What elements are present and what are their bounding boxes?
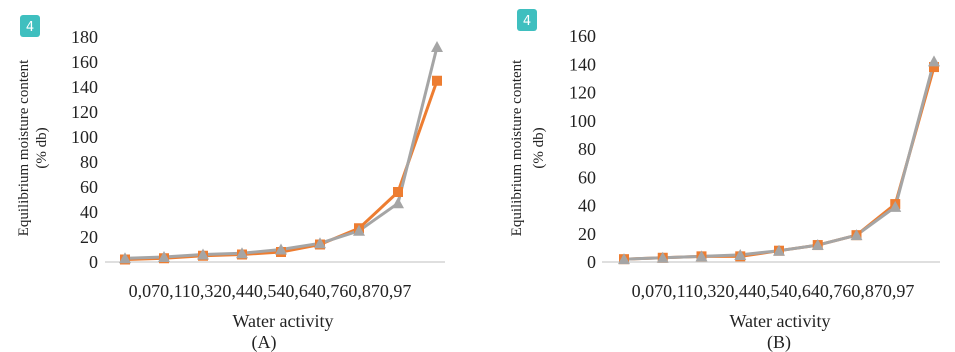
y-tick-label: 0 (89, 252, 98, 272)
data-point-triangle (275, 243, 287, 255)
x-axis-label: Water activity (232, 311, 333, 331)
y-axis-label: Equilibrium moisture content (509, 59, 525, 236)
data-point-triangle (353, 224, 365, 236)
y-tick-label: 160 (71, 52, 98, 72)
data-point-triangle (656, 251, 669, 263)
chart-panel-b: 4 Equilibrium moisture content (% db) 0 2… (509, 9, 940, 352)
y-axis-label-unit: (% db) (531, 127, 547, 168)
data-point-triangle (695, 250, 708, 262)
data-point-triangle (928, 55, 940, 67)
data-point-triangle (431, 41, 443, 52)
y-tick-label: 20 (80, 227, 98, 247)
data-point-square (432, 75, 442, 86)
data-point-triangle (889, 200, 902, 212)
data-point-triangle (236, 247, 248, 259)
badge (20, 15, 40, 37)
y-tick-label: 100 (71, 127, 98, 147)
data-point-square (393, 187, 403, 197)
y-tick-label: 120 (569, 83, 596, 103)
series-line-1 (124, 80, 439, 261)
panel-label: (B) (767, 332, 791, 352)
series-line-1 (623, 66, 936, 261)
data-point-triangle (392, 197, 404, 209)
data-point-triangle (618, 253, 630, 265)
series-line-2 (124, 46, 439, 260)
badge-text: 4 (26, 20, 34, 35)
data-point-triangle (119, 252, 131, 264)
data-point-triangle (850, 229, 863, 241)
series-group (119, 41, 443, 265)
data-point-triangle (158, 251, 170, 262)
y-tick-label: 100 (569, 111, 596, 131)
x-tick-labels: 0,070,110,320,440,540,640,760,870,97 (129, 281, 412, 301)
x-tick-labels: 0,070,110,320,440,540,640,760,870,97 (632, 281, 915, 301)
data-point-triangle (734, 248, 747, 260)
series-group (618, 55, 940, 265)
data-point-triangle (314, 237, 326, 249)
y-tick-label: 40 (80, 202, 98, 222)
y-tick-label: 140 (569, 54, 596, 74)
data-point-triangle (197, 248, 209, 260)
series-line-2 (623, 61, 936, 261)
y-tick-label: 80 (578, 139, 596, 159)
y-axis-label-unit: (% db) (34, 127, 50, 168)
data-point-triangle (773, 244, 785, 256)
panel-label: (A) (252, 332, 277, 352)
y-tick-label: 140 (71, 77, 98, 97)
y-tick-label: 20 (578, 224, 596, 244)
y-tick-label: 180 (71, 27, 98, 47)
y-tick-label: 160 (569, 26, 596, 46)
y-tick-label: 40 (578, 196, 596, 216)
y-axis-label: Equilibrium moisture content (16, 59, 32, 236)
badge-text: 4 (523, 14, 531, 29)
x-axis-label: Water activity (729, 311, 830, 331)
chart-panel-a: 4 Equilibrium moisture content (% db) 0 2… (16, 15, 445, 352)
data-point-triangle (811, 239, 824, 251)
y-tick-label: 0 (587, 252, 596, 272)
y-tick-label: 120 (71, 102, 98, 122)
y-axis: 0 20 40 60 80 100 120 140 160 180 (71, 27, 98, 272)
y-tick-label: 60 (578, 167, 596, 187)
y-tick-label: 60 (80, 177, 98, 197)
badge (517, 9, 537, 31)
y-axis: 0 20 40 60 80 100 120 140 160 (569, 26, 596, 272)
y-tick-label: 80 (80, 152, 98, 172)
data-point-square (929, 62, 939, 73)
